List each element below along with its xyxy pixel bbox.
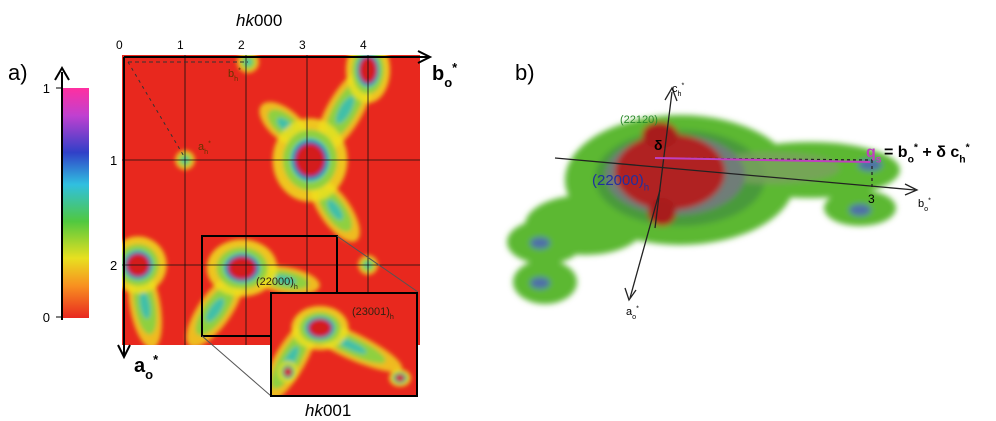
- label-part: *: [238, 67, 241, 75]
- label-part: *: [208, 140, 211, 148]
- arrow: [417, 50, 433, 64]
- label-part: b: [918, 198, 924, 210]
- tick-label: 0: [116, 38, 123, 52]
- inset-map: [271, 293, 417, 396]
- delta-label: δ: [654, 137, 663, 153]
- axis-label: ao*: [134, 352, 159, 382]
- label-part: b: [228, 68, 234, 80]
- zoom-connector: [201, 335, 272, 397]
- spot: [530, 237, 550, 249]
- arrow: [624, 287, 637, 302]
- peak: [278, 361, 298, 383]
- label-part: o: [908, 155, 914, 166]
- peak: [206, 239, 278, 297]
- label-part: o: [145, 367, 153, 382]
- peak-label: (22120): [620, 114, 658, 126]
- peak-label: (23001)h: [352, 306, 394, 321]
- label-part: a: [626, 306, 633, 318]
- inset-box: [270, 292, 418, 397]
- label-part: h: [204, 148, 208, 156]
- label-part: h: [294, 283, 298, 291]
- core: [648, 198, 676, 226]
- label-part: b: [432, 63, 444, 85]
- label-part: *: [636, 305, 639, 313]
- arrow: [664, 86, 678, 102]
- colorbar-label: 1: [43, 81, 50, 96]
- label-part: *: [966, 143, 971, 154]
- label-part: *: [681, 82, 684, 90]
- tick-label: 3: [868, 192, 875, 206]
- panel-label: a): [8, 60, 28, 85]
- label-part: h: [644, 182, 649, 193]
- arrow: [117, 344, 131, 360]
- spot: [849, 204, 871, 216]
- label-part: o: [632, 313, 636, 321]
- axis-label: ch*: [672, 82, 684, 98]
- label-part: *: [914, 143, 919, 154]
- label-part: 001: [323, 401, 351, 420]
- axis-a: [629, 189, 661, 299]
- label-part: (22000): [256, 276, 294, 288]
- label-part: o: [924, 205, 928, 213]
- axis-c: [654, 91, 673, 229]
- colorbar: [63, 88, 89, 318]
- axis-label: bo*: [918, 197, 931, 213]
- vector-label: ah*: [198, 140, 211, 156]
- ah-vector: [127, 61, 186, 159]
- peak-label: (22000)h: [256, 276, 298, 291]
- panel-label: b): [515, 60, 535, 85]
- label-part: + δ c: [918, 144, 959, 161]
- core: [642, 122, 678, 148]
- axes-3d: [554, 86, 919, 302]
- panel-title: hk001: [305, 401, 351, 420]
- colorbar-arrow: [54, 66, 70, 81]
- zoom-connector: [336, 235, 419, 293]
- axis-label: ao*: [626, 305, 639, 321]
- label-part: a: [198, 141, 205, 153]
- label-part: q: [866, 144, 876, 161]
- label-part: a: [134, 355, 146, 377]
- label-part: c: [672, 83, 678, 95]
- label-part: (22000): [592, 172, 644, 189]
- panel-title: hk000: [236, 11, 282, 30]
- label-part: *: [928, 197, 931, 205]
- label-part: h: [678, 90, 682, 98]
- peak: [389, 369, 411, 387]
- label-part: hk: [236, 11, 255, 30]
- colorbar-label: 0: [43, 310, 50, 325]
- label-part: s: [876, 155, 882, 166]
- tick-label: 2: [110, 258, 117, 273]
- label-part: h: [959, 155, 965, 166]
- tick-label: 1: [177, 38, 184, 52]
- peak: [291, 306, 349, 350]
- label-part: (23001): [352, 306, 390, 318]
- label-part: *: [153, 352, 159, 367]
- label-part: 000: [254, 11, 282, 30]
- label-part: = b: [884, 144, 908, 161]
- label-part: hk: [305, 401, 324, 420]
- equation: = bo* + δ ch*: [884, 143, 971, 166]
- zoom-box: [201, 235, 338, 337]
- spot: [530, 277, 550, 289]
- tick-label: 1: [110, 153, 117, 168]
- tick-label: 3: [299, 38, 306, 52]
- axis-b: [554, 157, 916, 191]
- vector-label: qs: [866, 144, 882, 166]
- label-part: h: [390, 313, 394, 321]
- tick-label: 2: [238, 38, 245, 52]
- isosurface: [507, 115, 900, 304]
- q-arrow: [654, 157, 871, 163]
- peak-label: (22000)h: [592, 172, 649, 193]
- core: [615, 134, 725, 210]
- label-part: *: [452, 60, 458, 75]
- vector-label: bh*: [228, 67, 241, 83]
- axis-label: bo*: [432, 60, 458, 90]
- label-part: o: [444, 75, 452, 90]
- arrow: [904, 183, 919, 196]
- label-part: h: [234, 75, 238, 83]
- tick-label: 4: [360, 38, 367, 52]
